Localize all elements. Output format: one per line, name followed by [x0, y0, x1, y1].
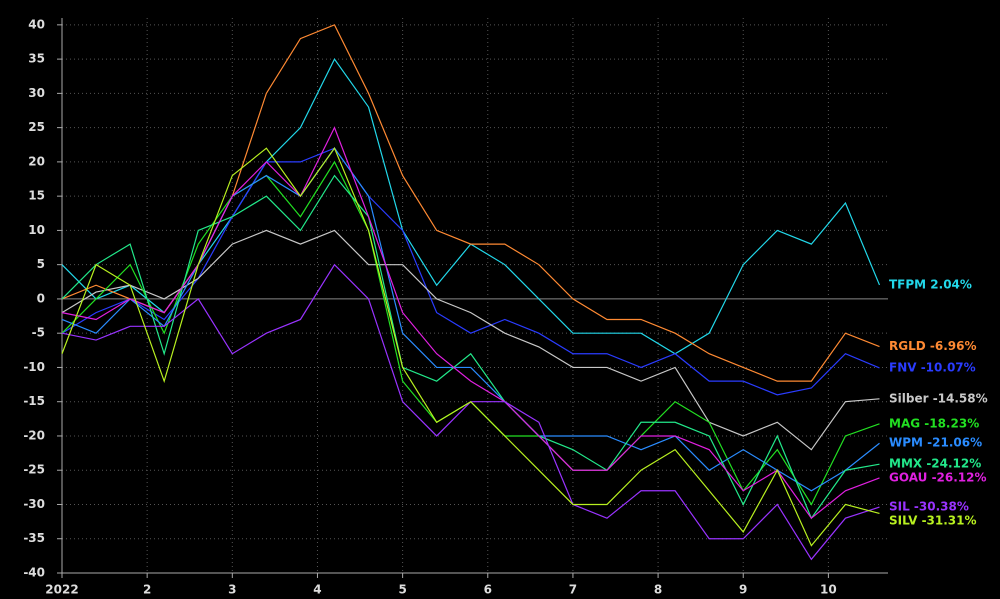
y-tick-label: 25 — [28, 120, 45, 134]
series-line — [61, 147, 880, 396]
series-line — [61, 174, 880, 520]
y-tick-label: -25 — [23, 463, 45, 477]
x-tick-label: 3 — [228, 583, 236, 597]
x-tick-label: 8 — [654, 583, 662, 597]
series-line — [61, 126, 880, 520]
x-tick-label: 4 — [313, 583, 321, 597]
y-tick-label: 40 — [28, 17, 45, 31]
legend-label: SILV -31.31% — [889, 514, 977, 528]
y-tick-label: 20 — [28, 154, 45, 168]
series-line — [61, 146, 880, 547]
x-tick-label: 2022 — [45, 583, 78, 597]
series-line — [61, 24, 880, 382]
y-tick-label: -40 — [23, 566, 45, 580]
y-tick-label: -10 — [23, 360, 45, 374]
series-line — [61, 263, 880, 561]
y-tick-label: 5 — [37, 257, 45, 271]
y-tick-label: 30 — [28, 86, 45, 100]
x-tick-label: 2 — [143, 583, 151, 597]
x-tick-label: 6 — [484, 583, 492, 597]
x-tick-label: 9 — [739, 583, 747, 597]
y-tick-label: -35 — [23, 531, 45, 545]
y-tick-label: -5 — [32, 326, 45, 340]
legend-label: RGLD -6.96% — [889, 339, 977, 353]
series-line — [61, 229, 880, 451]
legend-label: GOAU -26.12% — [889, 471, 987, 485]
legend-label: MAG -18.23% — [889, 416, 979, 430]
y-tick-label: 35 — [28, 52, 45, 66]
y-tick-label: -20 — [23, 428, 45, 442]
y-tick-label: 10 — [28, 223, 45, 237]
y-tick-label: 15 — [28, 189, 45, 203]
legend-label: TFPM 2.04% — [889, 277, 972, 291]
y-tick-label: -30 — [23, 497, 45, 511]
legend-label: Silber -14.58% — [889, 391, 988, 405]
x-tick-label: 7 — [569, 583, 577, 597]
legend-label: WPM -21.06% — [889, 436, 982, 450]
x-tick-label: 5 — [398, 583, 406, 597]
x-tick-label: 10 — [820, 583, 837, 597]
legend-label: MMX -24.12% — [889, 457, 981, 471]
y-tick-label: 0 — [37, 291, 45, 305]
legend-label: SIL -30.38% — [889, 500, 969, 514]
y-tick-label: -15 — [23, 394, 45, 408]
legend-label: FNV -10.07% — [889, 360, 976, 374]
series-line — [61, 147, 880, 492]
